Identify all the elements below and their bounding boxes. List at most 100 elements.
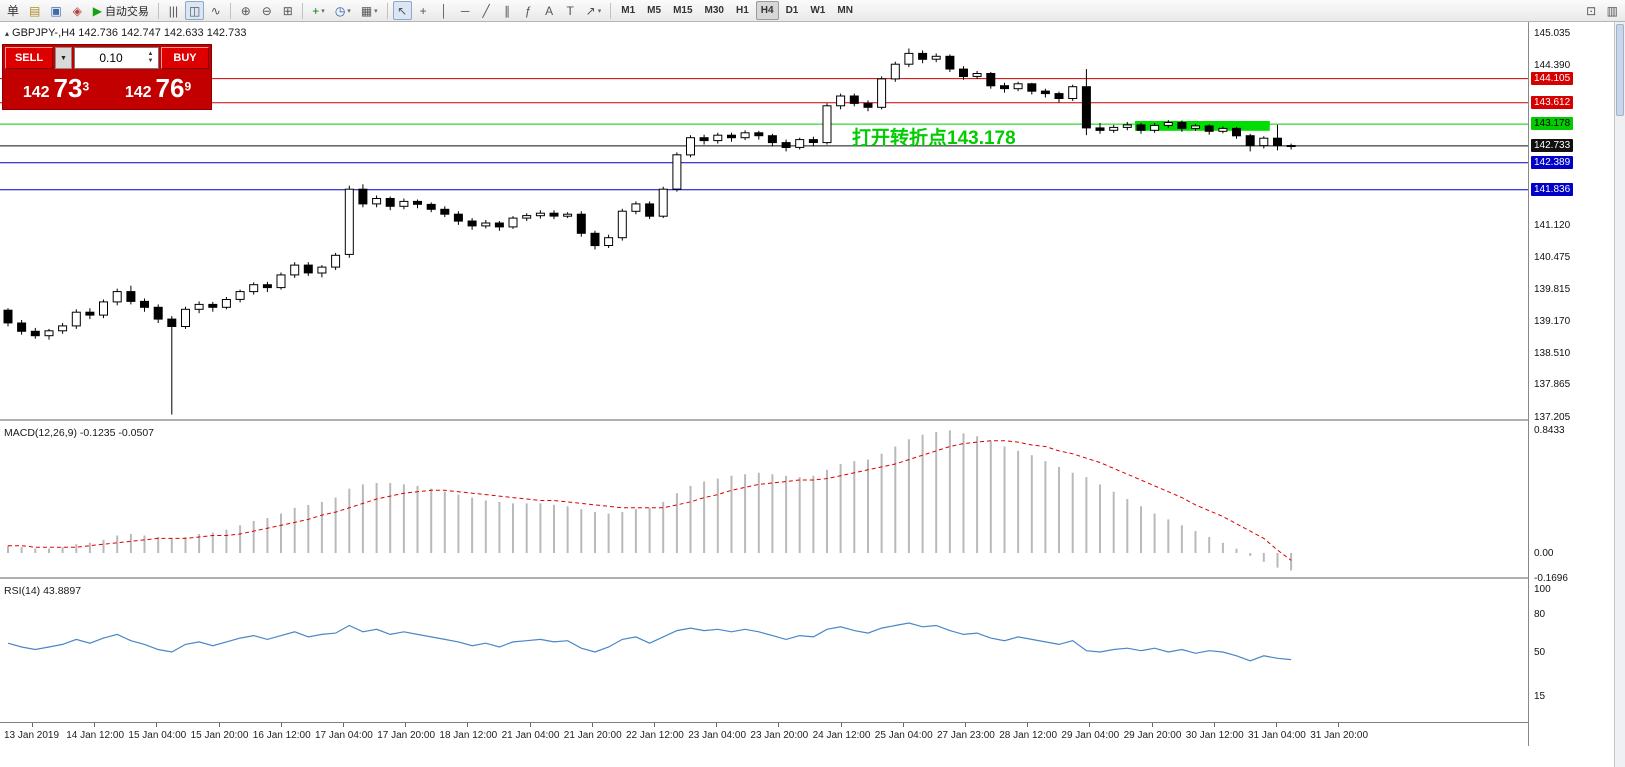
time-axis-label: 23 Jan 04:00 — [688, 730, 747, 741]
line-chart-button[interactable]: ∿ — [206, 1, 225, 20]
price-chart-panel[interactable]: ▴ GBPJPY-,H4 142.736 142.747 142.633 142… — [0, 22, 1528, 421]
crosshair-icon: + — [419, 3, 427, 18]
time-axis-label: 31 Jan 04:00 — [1248, 730, 1306, 741]
timeframe-w1-button-label: W1 — [810, 5, 826, 16]
text-button[interactable]: A — [540, 1, 559, 20]
timeframe-mn-button[interactable]: MN — [832, 1, 858, 20]
timeframe-m30-button[interactable]: M30 — [700, 1, 729, 20]
zoom-in-button[interactable]: ⊕ — [236, 1, 255, 20]
vertical-line-button[interactable]: │ — [435, 1, 454, 20]
timeframe-m1-button[interactable]: M1 — [616, 1, 640, 20]
rsi-indicator-panel[interactable]: RSI(14) 43.8897 — [0, 582, 1528, 722]
chart-window-icon[interactable]: ▤ — [25, 1, 44, 20]
time-axis-tick — [529, 723, 531, 727]
chevron-down-icon: ▾ — [347, 7, 351, 15]
chevron-down-icon: ▾ — [597, 7, 602, 15]
time-axis-label: 13 Jan 2019 — [4, 730, 60, 741]
timeframe-d1-button-label: D1 — [785, 5, 799, 16]
time-axis[interactable]: 13 Jan 2019 14 Jan 12:00 15 Jan 04:00 15 Ja… — [0, 722, 1528, 746]
print-button[interactable]: ⊡ — [1582, 1, 1601, 20]
candlestick-chart-button[interactable]: ◫ — [184, 1, 205, 20]
sell-button[interactable]: SELL — [5, 47, 53, 69]
time-axis-label: 23 Jan 20:00 — [750, 730, 809, 741]
axis-tick-label: 144.390 — [1534, 60, 1571, 71]
lot-size-field[interactable]: 0.10 ▲ ▼ — [74, 47, 159, 69]
toolbar: 单 ▤ ▣ ◈ ▶ 自动交易 ||| ◫ ∿ ⊕ ⊖ ⊞ + ▾ ◷ ▾ ▦ ▾ ↖ + │ ─ ╱ ∥ ƒ A T ↗ ▾ M1 M5 M1… — [0, 0, 1625, 22]
increment-icon[interactable]: ▲ — [147, 51, 154, 57]
arrows-button[interactable]: ↗ ▾ — [582, 1, 606, 20]
chevron-down-icon: ▾ — [374, 7, 378, 15]
time-axis-tick — [654, 723, 655, 727]
decrement-icon[interactable]: ▼ — [147, 58, 154, 64]
price-level-badge: 142.733 — [1531, 139, 1574, 152]
trendline-button[interactable]: ╱ — [477, 1, 496, 20]
rsi-chart[interactable] — [0, 582, 1528, 722]
bar-chart-icon: ||| — [168, 3, 179, 18]
price-chart[interactable] — [0, 22, 1528, 421]
axis-tick-label: 137.205 — [1534, 412, 1571, 423]
autotrading-button[interactable]: ▶ 自动交易 — [89, 1, 153, 20]
indicators-button[interactable]: + ▾ — [308, 1, 329, 20]
candlestick-chart-icon: ◫ — [188, 3, 201, 18]
macd-chart[interactable] — [0, 424, 1528, 579]
timeframe-m15-button[interactable]: M15 — [668, 1, 697, 20]
new-order-button[interactable]: 单 — [3, 1, 23, 20]
vertical-scrollbar[interactable] — [1614, 22, 1625, 767]
timeframe-h1-button[interactable]: H1 — [731, 1, 754, 20]
price-level-badge: 142.389 — [1531, 156, 1574, 169]
time-axis-tick — [32, 723, 33, 727]
fibonacci-button[interactable]: ƒ — [519, 1, 538, 20]
vertical-line-icon: │ — [440, 3, 448, 18]
zoom-out-button[interactable]: ⊖ — [257, 1, 276, 20]
window-list-button[interactable]: ▥ — [1603, 1, 1622, 20]
macd-indicator-panel[interactable]: MACD(12,26,9) -0.1235 -0.0507 — [0, 424, 1528, 579]
lot-stepper[interactable]: ▲ ▼ — [145, 51, 156, 65]
axis-tick-label: 139.170 — [1534, 316, 1571, 327]
time-axis-tick — [591, 723, 593, 727]
horizontal-line-icon: ─ — [460, 3, 470, 18]
timeframe-d1-button[interactable]: D1 — [781, 1, 804, 20]
time-axis-tick — [1027, 723, 1029, 727]
profile-icon[interactable]: ▣ — [46, 1, 65, 20]
axis-tick-label: 141.120 — [1534, 220, 1571, 231]
time-axis-label: 30 Jan 12:00 — [1185, 730, 1244, 741]
timeframe-m15-button-label: M15 — [673, 5, 693, 16]
autotrading-icon: ▶ — [92, 3, 102, 18]
label-button[interactable]: T — [561, 1, 580, 20]
scrollbar-thumb[interactable] — [1616, 24, 1624, 116]
bar-chart-button[interactable]: ||| — [164, 1, 183, 20]
time-axis-label: 29 Jan 20:00 — [1123, 730, 1182, 741]
favorites-icon[interactable]: ◈ — [68, 1, 87, 20]
time-axis-label: 17 Jan 20:00 — [377, 730, 436, 741]
channel-button[interactable]: ∥ — [498, 1, 517, 20]
buy-button[interactable]: BUY — [161, 47, 209, 69]
indicators-icon: + — [312, 3, 320, 18]
price-axis[interactable]: 145.035 144.390 141.120 140.475 139.815 139.1… — [1528, 22, 1614, 746]
time-axis-tick — [405, 723, 407, 727]
horizontal-line-button[interactable]: ─ — [456, 1, 475, 20]
time-axis-tick — [280, 723, 282, 727]
trade-options-dropdown[interactable]: ▼ — [55, 47, 72, 69]
timeframe-m5-button-label: M5 — [647, 5, 662, 16]
price-level-badge: 143.612 — [1531, 96, 1574, 109]
time-axis-label: 27 Jan 23:00 — [937, 730, 995, 741]
zoom-out-icon: ⊖ — [261, 3, 272, 18]
templates-button[interactable]: ▦ ▾ — [357, 1, 382, 20]
tile-windows-button[interactable]: ⊞ — [278, 1, 297, 20]
axis-tick-label: 138.510 — [1534, 348, 1571, 359]
chevron-down-icon: ▾ — [321, 7, 325, 15]
text-icon: A — [545, 3, 554, 18]
timeframe-w1-button[interactable]: W1 — [805, 1, 830, 20]
arrows-icon: ↗ — [585, 3, 596, 18]
time-axis-label: 18 Jan 12:00 — [439, 730, 498, 741]
new-order-icon: 单 — [7, 4, 20, 18]
timeframe-m5-button[interactable]: M5 — [642, 1, 666, 20]
crosshair-button[interactable]: + — [414, 1, 433, 20]
axis-tick-label: 15 — [1534, 691, 1546, 702]
periods-button[interactable]: ◷ ▾ — [331, 1, 355, 20]
time-axis-tick — [156, 723, 158, 727]
time-axis-label: 24 Jan 12:00 — [812, 730, 871, 741]
cursor-button[interactable]: ↖ — [392, 1, 412, 20]
timeframe-h4-button[interactable]: H4 — [755, 1, 779, 20]
timeframe-h4-button-label: H4 — [760, 5, 774, 16]
